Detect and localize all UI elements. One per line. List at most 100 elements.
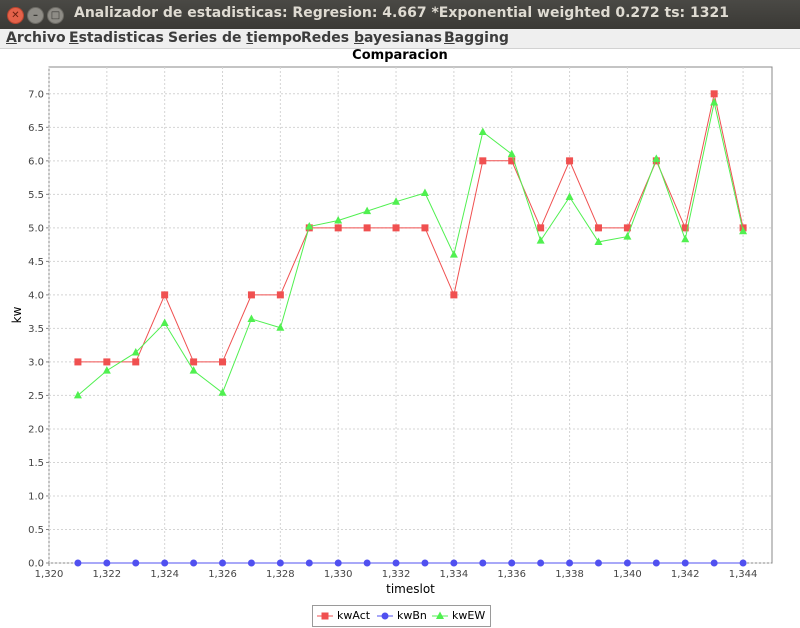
data-point-kwbn	[508, 559, 516, 567]
legend-marker-kwew	[436, 611, 444, 619]
data-point-kwew	[247, 314, 256, 323]
data-point-kwact	[623, 224, 631, 232]
close-window-button[interactable]: ✕	[7, 7, 24, 24]
x-tick-label: 1,326	[208, 569, 237, 580]
y-tick-label: 6.5	[28, 123, 44, 134]
data-point-kwact	[276, 291, 284, 299]
data-point-kwew	[131, 348, 140, 356]
data-point-kwbn	[421, 559, 429, 567]
series-line-kwew	[77, 102, 744, 396]
data-point-kwew	[392, 197, 401, 205]
menu-bagging[interactable]: Bagging	[444, 30, 509, 46]
x-tick-label: 1,334	[440, 569, 469, 580]
y-tick-label: 5.0	[28, 223, 44, 234]
x-axis-label: timeslot	[386, 582, 435, 596]
legend-markers	[317, 611, 448, 620]
menu-redes-bayesianas[interactable]: Redes bayesianas	[301, 30, 442, 46]
data-point-kwact	[132, 358, 140, 366]
data-point-kwew	[623, 232, 632, 240]
data-point-kwew	[507, 149, 516, 158]
data-point-kwbn	[594, 559, 602, 567]
y-tick-label: 1.0	[28, 491, 44, 502]
title-bar[interactable]: ✕ – □ Analizador de estadisticas: Regres…	[0, 0, 800, 29]
series-line-kwact	[77, 93, 744, 363]
data-point-kwbn	[161, 559, 169, 567]
legend-marker-kwbn	[381, 612, 389, 620]
y-tick-label: 0.5	[28, 525, 44, 536]
data-point-kwew	[160, 318, 169, 327]
data-point-kwbn	[710, 559, 718, 567]
maximize-window-button[interactable]: □	[47, 7, 64, 24]
data-point-kwew	[73, 390, 82, 399]
window-title: Analizador de estadisticas: Regresion: 4…	[74, 5, 729, 21]
x-tick-label: 1,328	[266, 569, 295, 580]
data-point-kwact	[479, 157, 487, 165]
menu-series-de-tiempo[interactable]: Series de tiempo	[168, 30, 302, 46]
data-point-kwact	[103, 358, 111, 366]
data-point-kwact	[219, 358, 227, 366]
data-point-kwew	[334, 215, 343, 224]
x-tick-label: 1,340	[613, 569, 642, 580]
x-tick-label: 1,336	[497, 569, 526, 580]
x-tick-label: 1,324	[150, 569, 179, 580]
data-point-kwact	[363, 224, 371, 232]
y-tick-label: 5.5	[28, 190, 44, 201]
chart-legend: kwAct kwBn kwEW	[312, 605, 491, 627]
y-tick-label: 2.0	[28, 424, 44, 435]
data-point-kwbn	[392, 559, 400, 567]
x-tick-label: 1,344	[729, 569, 758, 580]
data-point-kwew	[276, 323, 285, 331]
data-point-kwact	[392, 224, 400, 232]
data-point-kwact	[508, 157, 516, 165]
y-tick-label: 3.0	[28, 357, 44, 368]
y-tick-label: 4.5	[28, 257, 44, 268]
data-point-kwew	[449, 250, 458, 258]
data-point-kwew	[478, 127, 487, 136]
data-point-kwact	[74, 358, 82, 366]
y-axis-label: kw	[10, 306, 24, 323]
x-tick-label: 1,330	[324, 569, 353, 580]
legend-label-kwew: kwEW	[452, 609, 486, 622]
menu-estadisticas[interactable]: Estadisticas	[69, 30, 164, 46]
data-point-kwact	[537, 224, 545, 232]
data-point-kwbn	[74, 559, 82, 567]
chart-title: Comparacion	[352, 48, 448, 63]
y-tick-label: 6.0	[28, 156, 44, 167]
data-point-kwew	[420, 188, 429, 197]
data-point-kwact	[710, 90, 718, 98]
data-point-kwbn	[623, 559, 631, 567]
legend-label-kwbn: kwBn	[397, 609, 427, 622]
data-point-kwbn	[537, 559, 545, 567]
minimize-window-button[interactable]: –	[27, 7, 44, 24]
data-point-kwew	[565, 192, 574, 201]
data-point-kwew	[681, 234, 690, 243]
data-point-kwew	[305, 222, 314, 230]
data-point-kwact	[334, 224, 342, 232]
data-point-kwact	[566, 157, 574, 165]
data-point-kwew	[536, 236, 545, 244]
data-point-kwact	[190, 358, 198, 366]
y-tick-label: 4.0	[28, 290, 44, 301]
chart-plot: 0.0 0.5 1.0 1.5 2.0 2.5 3.0 3.5 4.0 4.5 5.0 5.5 6.0 6…	[10, 66, 773, 596]
data-point-kwbn	[450, 559, 458, 567]
data-point-kwew	[710, 98, 719, 106]
menu-archivo[interactable]: Archivo	[6, 30, 66, 46]
x-tick-label: 1,320	[35, 569, 64, 580]
data-point-kwew	[363, 206, 372, 215]
x-tick-label: 1,338	[555, 569, 584, 580]
y-tick-label: 3.5	[28, 324, 44, 335]
data-point-kwbn	[103, 559, 111, 567]
data-point-kwact	[594, 224, 602, 232]
data-point-kwbn	[305, 559, 313, 567]
data-point-kwbn	[479, 559, 487, 567]
data-point-kwact	[421, 224, 429, 232]
data-point-kwew	[652, 154, 661, 162]
data-point-kwact	[161, 291, 169, 299]
data-point-kwact	[247, 291, 255, 299]
data-point-kwbn	[334, 559, 342, 567]
x-tick-label: 1,332	[382, 569, 411, 580]
data-point-kwbn	[566, 559, 574, 567]
x-tick-label: 1,322	[93, 569, 122, 580]
data-point-kwact	[681, 224, 689, 232]
data-point-kwbn	[652, 559, 660, 567]
